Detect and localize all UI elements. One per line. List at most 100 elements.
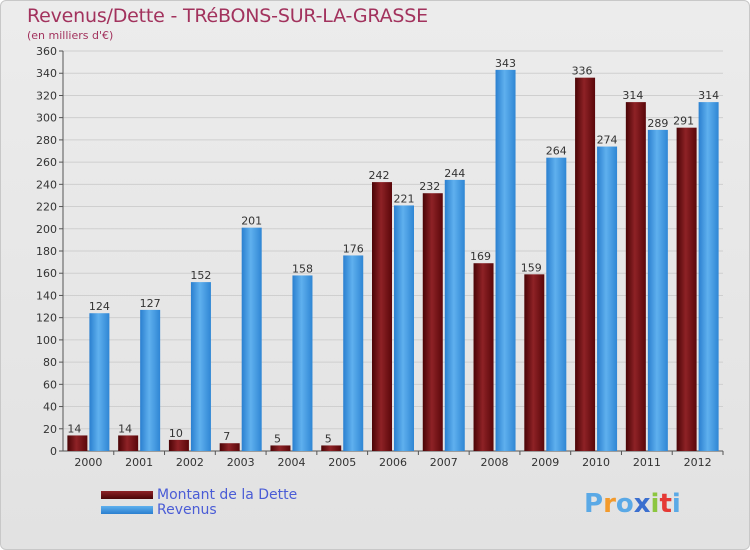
grid-layer bbox=[63, 50, 723, 430]
data-label-dette-2001: 14 bbox=[118, 422, 132, 435]
y-tick-label: 240 bbox=[36, 178, 57, 191]
x-tick-label: 2011 bbox=[633, 456, 661, 469]
data-label-dette-2010: 336 bbox=[572, 65, 593, 78]
data-label-revenus-2009: 264 bbox=[546, 145, 567, 158]
x-tick-label: 2002 bbox=[176, 456, 204, 469]
data-label-dette-2008: 169 bbox=[470, 250, 491, 263]
bar-revenus-2000 bbox=[89, 313, 110, 451]
x-tick-label: 2009 bbox=[531, 456, 559, 469]
logo-letter: r bbox=[603, 489, 616, 519]
y-tick-label: 0 bbox=[50, 445, 57, 458]
data-label-revenus-2007: 244 bbox=[444, 167, 465, 180]
bar-revenus-2007 bbox=[444, 179, 465, 451]
x-tick-label: 2008 bbox=[481, 456, 509, 469]
bar-dette-2001 bbox=[118, 435, 139, 451]
y-tick-label: 40 bbox=[43, 401, 57, 414]
x-tick-label: 2003 bbox=[227, 456, 255, 469]
data-label-revenus-2012: 314 bbox=[698, 89, 719, 102]
legend-item-dette: Montant de la Dette bbox=[101, 487, 297, 503]
logo-letter: P bbox=[584, 489, 604, 519]
bar-revenus-2011 bbox=[647, 129, 668, 451]
bar-dette-2012 bbox=[676, 127, 697, 452]
logo-letter: t bbox=[659, 489, 672, 519]
data-label-revenus-2004: 158 bbox=[292, 262, 313, 275]
bar-revenus-2001 bbox=[140, 309, 161, 451]
legend-swatch-revenus bbox=[101, 506, 153, 514]
data-label-dette-2009: 159 bbox=[521, 261, 542, 274]
data-label-dette-2003: 7 bbox=[223, 430, 230, 443]
bar-revenus-2010 bbox=[597, 146, 618, 452]
y-tick-label: 160 bbox=[36, 267, 57, 280]
bar-dette-2002 bbox=[168, 439, 189, 451]
bar-revenus-2012 bbox=[698, 102, 719, 451]
bar-dette-2009 bbox=[524, 274, 545, 451]
data-label-revenus-2011: 289 bbox=[647, 117, 668, 130]
logo-letter: x bbox=[633, 489, 651, 519]
y-tick-label: 200 bbox=[36, 223, 57, 236]
x-tick-label: 2000 bbox=[74, 456, 102, 469]
data-label-revenus-2010: 274 bbox=[597, 134, 618, 147]
y-tick-label: 300 bbox=[36, 112, 57, 125]
legend-swatch-dette bbox=[101, 491, 153, 499]
data-label-dette-2002: 10 bbox=[169, 427, 183, 440]
logo-letter: i bbox=[650, 489, 660, 519]
y-tick-label: 360 bbox=[36, 45, 57, 58]
bar-dette-2007 bbox=[422, 193, 443, 451]
data-label-dette-2012: 291 bbox=[673, 115, 694, 128]
label-layer: 14 124 14 127 10 152 7 201 5 158 5 176 242 221 232 244 1… bbox=[67, 57, 719, 446]
bar-dette-2011 bbox=[625, 102, 646, 451]
data-label-revenus-2002: 152 bbox=[190, 269, 211, 282]
bar-revenus-2006 bbox=[394, 205, 414, 451]
data-label-dette-2006: 242 bbox=[369, 169, 390, 182]
x-tick-label: 2010 bbox=[582, 456, 610, 469]
bar-revenus-2004 bbox=[292, 275, 313, 451]
y-tick-label: 60 bbox=[43, 378, 57, 391]
data-label-dette-2004: 5 bbox=[274, 432, 281, 445]
x-tick-label: 2007 bbox=[430, 456, 458, 469]
y-tick-label: 180 bbox=[36, 245, 57, 258]
chart-title: Revenus/Dette - TRéBONS-SUR-LA-GRASSE bbox=[27, 5, 428, 27]
bar-dette-2008 bbox=[473, 263, 494, 451]
x-tick-label: 2004 bbox=[277, 456, 305, 469]
legend-label-revenus: Revenus bbox=[157, 502, 217, 518]
y-tick-label: 20 bbox=[43, 423, 57, 436]
bar-revenus-2002 bbox=[190, 282, 211, 451]
proxiti-logo: Proxiti bbox=[584, 489, 681, 519]
bar-revenus-2003 bbox=[241, 227, 262, 451]
bar-revenus-2008 bbox=[495, 69, 516, 451]
x-tick-label: 2012 bbox=[684, 456, 712, 469]
bar-dette-2010 bbox=[575, 77, 596, 452]
data-label-dette-2007: 232 bbox=[419, 180, 440, 193]
y-tick-label: 340 bbox=[36, 67, 57, 80]
y-tick-label: 260 bbox=[36, 156, 57, 169]
data-label-dette-2000: 14 bbox=[67, 422, 81, 435]
data-label-revenus-2003: 201 bbox=[241, 215, 262, 228]
data-label-revenus-2005: 176 bbox=[343, 242, 364, 255]
bar-dette-2005 bbox=[321, 445, 342, 451]
bar-revenus-2005 bbox=[343, 255, 364, 451]
chart-subtitle: (en milliers d'€) bbox=[27, 29, 114, 42]
bar-dette-2006 bbox=[372, 182, 392, 451]
data-label-revenus-2006: 221 bbox=[394, 192, 415, 205]
bar-dette-2003 bbox=[219, 443, 240, 451]
logo-letter: o bbox=[615, 489, 634, 519]
y-tick-label: 320 bbox=[36, 89, 57, 102]
x-tick-label: 2001 bbox=[125, 456, 153, 469]
data-label-revenus-2008: 343 bbox=[495, 57, 516, 70]
data-label-dette-2005: 5 bbox=[325, 432, 332, 445]
bar-dette-2000 bbox=[67, 435, 88, 451]
bar-layer bbox=[67, 69, 719, 452]
logo-letter: i bbox=[671, 489, 681, 519]
y-tick-label: 80 bbox=[43, 356, 57, 369]
y-tick-label: 140 bbox=[36, 289, 57, 302]
x-tick-label: 2005 bbox=[328, 456, 356, 469]
legend-item-revenus: Revenus bbox=[101, 502, 217, 518]
y-tick-label: 100 bbox=[36, 334, 57, 347]
y-tick-label: 280 bbox=[36, 134, 57, 147]
legend-label-dette: Montant de la Dette bbox=[157, 487, 298, 503]
x-tick-label: 2006 bbox=[379, 456, 407, 469]
bar-revenus-2009 bbox=[546, 157, 567, 451]
data-label-revenus-2001: 127 bbox=[140, 297, 161, 310]
